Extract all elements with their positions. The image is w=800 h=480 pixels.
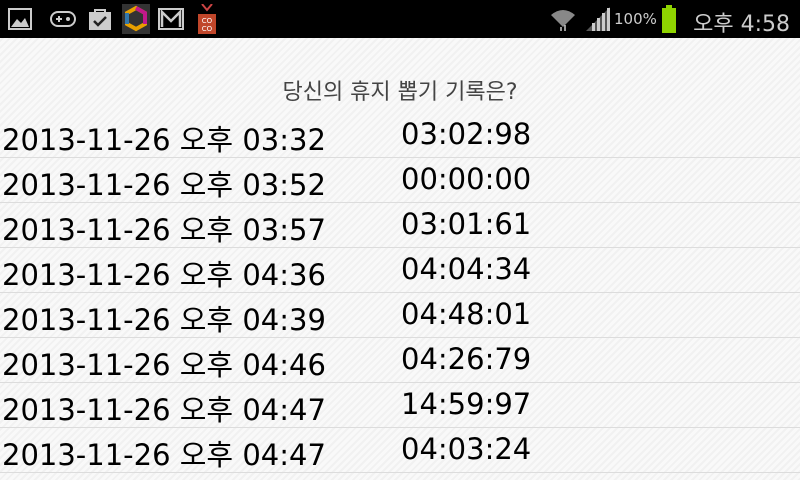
record-datetime: 2013-11-26 오후 04:47 <box>2 393 326 427</box>
record-datetime: 2013-11-26 오후 03:57 <box>2 213 326 247</box>
record-datetime: 2013-11-26 오후 04:39 <box>2 303 326 337</box>
svg-text:CO: CO <box>202 17 213 25</box>
clock: 오후 4:58 <box>693 12 790 37</box>
gamepad-icon <box>50 11 76 27</box>
record-datetime: 2013-11-26 오후 04:46 <box>2 348 326 382</box>
record-datetime: 2013-11-26 오후 04:36 <box>2 258 326 292</box>
shopping-bag-icon <box>89 9 111 30</box>
record-time-value: 14:59:97 <box>401 387 532 421</box>
battery-icon <box>662 5 676 33</box>
app-hexagon-icon <box>122 4 150 34</box>
status-bar: CO CO 100% 오후 4:58 <box>0 0 800 38</box>
wifi-icon <box>551 10 575 31</box>
record-time-value: 04:04:34 <box>401 252 532 286</box>
record-row[interactable]: 2013-11-26 오후 04:47 14:59:97 <box>0 383 800 428</box>
record-row[interactable]: 2013-11-26 오후 03:32 03:02:98 <box>0 113 800 158</box>
record-row[interactable]: 2013-11-26 오후 03:52 00:00:00 <box>0 158 800 203</box>
record-row[interactable]: 2013-11-26 오후 03:57 03:01:61 <box>0 203 800 248</box>
record-time-value: 04:26:79 <box>401 342 532 376</box>
record-row[interactable]: 2013-11-26 오후 04:36 04:04:34 <box>0 248 800 293</box>
record-row[interactable]: 2013-11-26 오후 04:47 04:03:24 <box>0 428 800 473</box>
gmail-icon <box>158 8 184 30</box>
record-datetime: 2013-11-26 오후 03:52 <box>2 168 326 202</box>
record-time-value: 04:03:24 <box>401 432 532 466</box>
record-time-value: 03:01:61 <box>401 207 532 241</box>
record-time-value: 04:48:01 <box>401 297 532 331</box>
page-title: 당신의 휴지 뽑기 기록은? <box>282 80 518 105</box>
signal-icon <box>586 7 610 31</box>
record-time-value: 03:02:98 <box>401 117 532 151</box>
svg-text:CO: CO <box>202 25 213 33</box>
record-list: 2013-11-26 오후 03:32 03:02:98 2013-11-26 오후… <box>0 113 800 473</box>
record-time-value: 00:00:00 <box>401 162 532 196</box>
record-row[interactable]: 2013-11-26 오후 04:46 04:26:79 <box>0 338 800 383</box>
record-datetime: 2013-11-26 오후 04:47 <box>2 438 326 472</box>
record-row[interactable]: 2013-11-26 오후 04:39 04:48:01 <box>0 293 800 338</box>
battery-percent: 100% <box>614 10 657 28</box>
gallery-icon <box>8 8 32 30</box>
record-datetime: 2013-11-26 오후 03:32 <box>2 123 326 157</box>
